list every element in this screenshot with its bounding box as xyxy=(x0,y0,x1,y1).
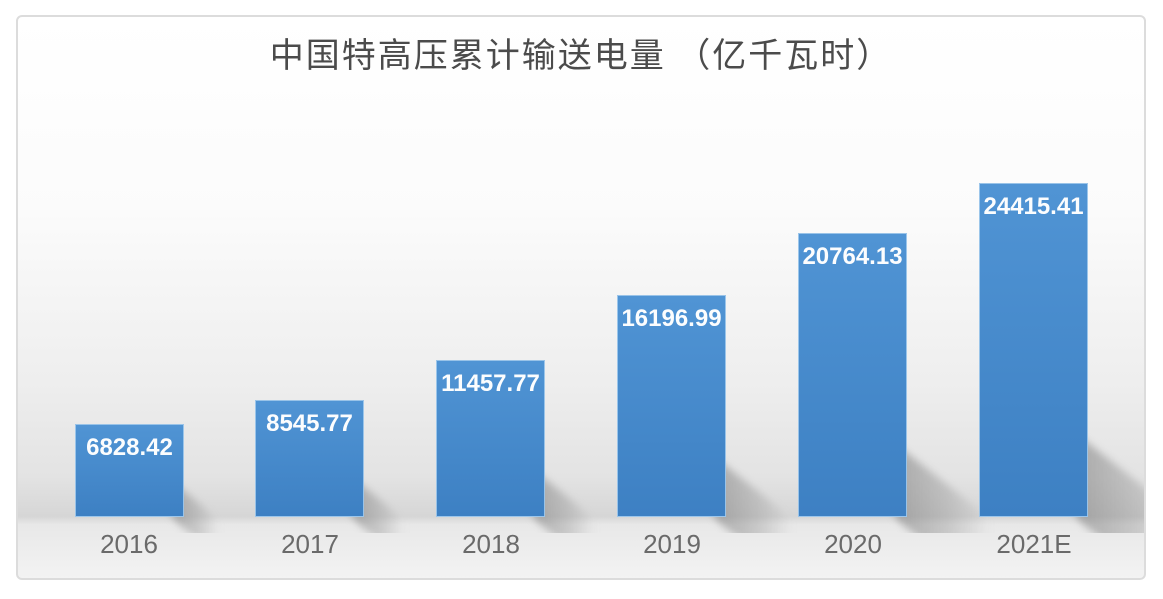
chart-card: 中国特高压累计输送电量 （亿千瓦时） 6828.42 2016 8545.77 201… xyxy=(16,15,1146,580)
bar-value-label: 24415.41 xyxy=(983,193,1084,220)
x-axis-label-2016: 2016 xyxy=(100,529,158,559)
x-axis-label-2020: 2020 xyxy=(824,529,882,559)
bar-2016: 6828.42 xyxy=(75,424,184,517)
bar-2018: 11457.77 xyxy=(436,360,545,517)
plot-area: 6828.42 2016 8545.77 2017 11457.77 2018 16196.… xyxy=(18,17,1144,578)
bar-2020: 20764.13 xyxy=(798,233,907,517)
bar-2021E: 24415.41 xyxy=(979,183,1088,517)
bar-value-label: 16196.99 xyxy=(621,305,722,332)
x-axis-label-2021E: 2021E xyxy=(996,529,1072,559)
bar-value-label: 20764.13 xyxy=(802,243,903,270)
bar-2019: 16196.99 xyxy=(617,295,726,517)
chart-title: 中国特高压累计输送电量 （亿千瓦时） xyxy=(269,38,893,75)
x-axis-label-2019: 2019 xyxy=(643,529,701,559)
bar-value-label: 8545.77 xyxy=(266,410,353,437)
bar-2017: 8545.77 xyxy=(255,400,364,517)
bar-value-label: 11457.77 xyxy=(441,370,540,397)
x-axis-label-2017: 2017 xyxy=(281,529,339,559)
bar-value-label: 6828.42 xyxy=(86,434,173,461)
x-axis-label-2018: 2018 xyxy=(462,529,520,559)
